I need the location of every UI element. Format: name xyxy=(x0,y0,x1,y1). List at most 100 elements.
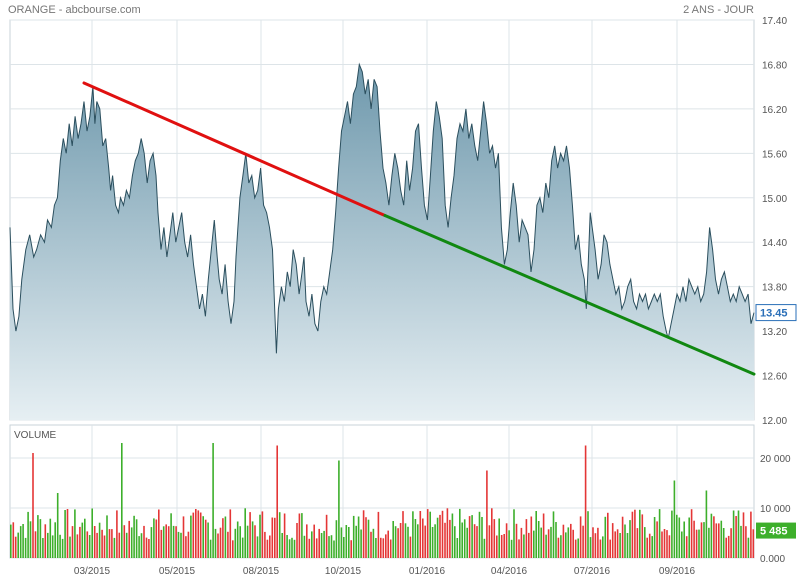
volume-bar xyxy=(12,522,15,558)
volume-bar xyxy=(133,515,135,558)
volume-bar xyxy=(229,509,232,558)
volume-bar xyxy=(51,535,54,558)
volume-bar xyxy=(14,536,17,558)
volume-bar xyxy=(340,527,343,558)
volume-bar xyxy=(352,515,355,558)
price-tick-label: 16.80 xyxy=(762,60,787,71)
volume-bar xyxy=(153,518,155,558)
volume-bar xyxy=(562,524,565,558)
volume-bar xyxy=(533,530,535,558)
volume-bar xyxy=(234,528,237,558)
volume-bar xyxy=(345,525,348,558)
volume-bar xyxy=(463,519,466,558)
volume-bar xyxy=(69,536,71,558)
volume-bar xyxy=(293,539,296,558)
volume-bar xyxy=(145,537,148,558)
volume-bar xyxy=(288,539,291,558)
volume-bar xyxy=(333,540,335,558)
volume-bar xyxy=(582,525,584,558)
volume-bar xyxy=(266,539,269,558)
volume-bar xyxy=(402,511,404,558)
volume-bar xyxy=(261,511,264,558)
volume-bar xyxy=(283,513,286,558)
volume-bar xyxy=(710,513,713,558)
volume-bar xyxy=(550,526,552,558)
volume-bar xyxy=(271,517,274,558)
volume-bar xyxy=(377,511,380,558)
volume-bar xyxy=(170,513,172,558)
volume-bar xyxy=(426,509,429,558)
volume-bar xyxy=(197,510,200,558)
volume-bar xyxy=(303,535,306,558)
price-tick-label: 16.20 xyxy=(762,105,787,116)
volume-bar xyxy=(594,533,597,558)
volume-bar xyxy=(125,532,128,558)
volume-bar xyxy=(409,536,412,558)
volume-bar xyxy=(394,526,397,558)
volume-bar xyxy=(236,521,239,558)
volume-bar xyxy=(737,510,740,558)
volume-bar xyxy=(39,519,42,558)
volume-bar xyxy=(93,526,96,558)
volume-bar xyxy=(101,529,103,558)
volume-bar xyxy=(214,528,217,558)
volume-bar xyxy=(96,532,98,558)
volume-bar xyxy=(202,516,204,558)
volume-bar xyxy=(76,534,79,558)
volume-bar xyxy=(592,527,594,558)
volume-bar xyxy=(195,509,197,558)
volume-bar xyxy=(79,526,81,558)
volume-bar xyxy=(518,539,520,558)
volume-bar xyxy=(658,509,661,558)
volume-bar xyxy=(540,527,542,558)
volume-bar xyxy=(348,527,350,558)
volume-bar xyxy=(150,527,153,558)
volume-bar xyxy=(476,526,478,558)
volume-bar xyxy=(429,511,431,558)
volume-bar xyxy=(254,525,256,558)
volume-bar xyxy=(162,526,165,558)
volume-bar xyxy=(471,515,473,558)
volume-bar xyxy=(417,524,419,558)
volume-bar xyxy=(454,526,456,558)
volume-bar xyxy=(111,529,113,558)
volume-bar xyxy=(380,537,382,558)
volume-bar xyxy=(720,520,723,558)
volume-bar xyxy=(740,525,742,558)
volume-bar xyxy=(718,523,720,558)
volume-bar xyxy=(459,508,461,558)
x-tick-label: 04/2016 xyxy=(491,566,528,577)
price-area xyxy=(10,64,754,421)
volume-bar xyxy=(602,536,604,558)
volume-bar xyxy=(441,510,444,558)
volume-bar xyxy=(567,527,570,558)
volume-bar xyxy=(407,526,409,558)
volume-title: VOLUME xyxy=(14,430,57,441)
volume-bar xyxy=(165,524,167,558)
x-tick-label: 03/2015 xyxy=(74,566,111,577)
volume-bar xyxy=(752,529,755,558)
volume-bar xyxy=(246,525,249,558)
volume-bar xyxy=(515,523,518,558)
volume-bar xyxy=(750,511,752,558)
volume-bar xyxy=(607,512,609,558)
volume-bar xyxy=(735,516,737,558)
volume-bar xyxy=(328,536,330,558)
price-panel: 17.40 16.80 16.20 15.60 15.00 14.40 13.80 13.20… xyxy=(9,16,797,427)
x-tick-label: 07/2016 xyxy=(574,566,611,577)
volume-bar xyxy=(434,524,436,558)
volume-bar xyxy=(138,536,140,558)
volume-bar xyxy=(323,530,325,558)
volume-bar xyxy=(722,528,725,558)
volume-bar xyxy=(572,529,574,558)
volume-bar xyxy=(318,528,320,558)
volume-bar xyxy=(500,535,503,558)
volume-bar xyxy=(37,515,39,558)
volume-bar xyxy=(451,513,454,558)
volume-bar xyxy=(436,517,439,558)
volume-bar xyxy=(34,531,37,558)
volume-bar xyxy=(325,514,328,558)
last-volume-label: 5 485 xyxy=(760,526,788,538)
volume-bar xyxy=(399,523,402,558)
volume-tick-label: 0.000 xyxy=(760,554,785,565)
